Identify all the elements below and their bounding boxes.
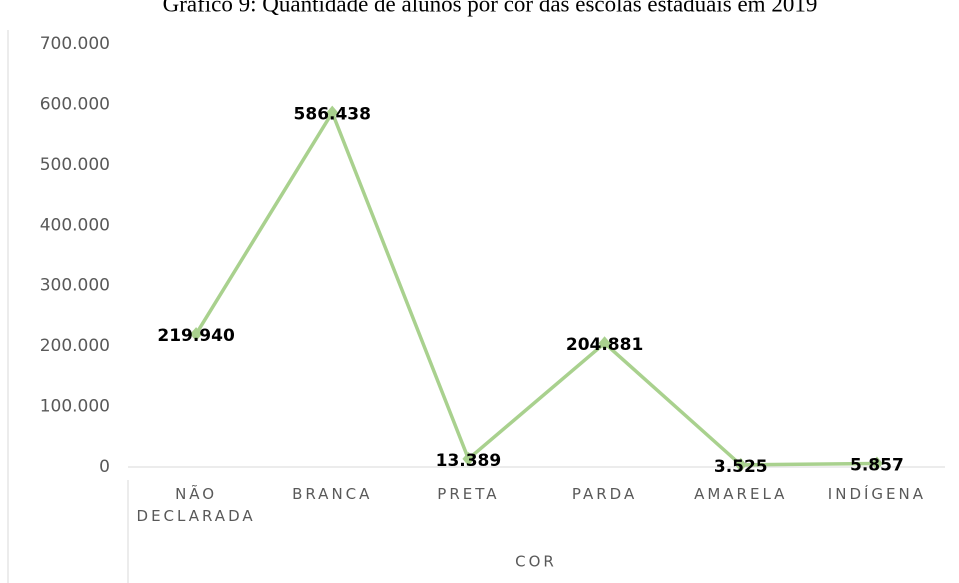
data-label: 5.857 <box>850 455 904 475</box>
y-tick-label: 0 <box>99 457 110 477</box>
marker <box>598 336 611 351</box>
data-label: 219.940 <box>157 326 235 346</box>
marker <box>326 105 339 120</box>
marker <box>190 327 203 342</box>
chart-title: Gráfico 9: Quantidade de alunos por cor … <box>163 0 818 16</box>
x-tick-label: INDÍGENA <box>827 485 926 503</box>
y-tick-label: 500.000 <box>40 155 110 175</box>
x-tick-label: BRANCA <box>292 485 373 503</box>
marker <box>870 456 883 471</box>
data-label: 13.389 <box>436 451 502 471</box>
marker <box>462 451 475 466</box>
data-label: 586.438 <box>294 105 371 125</box>
y-tick-label: 200.000 <box>40 336 110 356</box>
marker <box>734 457 747 472</box>
y-tick-label: 700.000 <box>40 34 110 54</box>
y-tick-label: 300.000 <box>40 276 110 296</box>
y-tick-label: 100.000 <box>40 397 110 417</box>
x-tick-label: PRETA <box>437 485 500 503</box>
x-axis-label: COR <box>515 553 557 571</box>
y-tick-label: 600.000 <box>40 94 110 114</box>
line <box>194 110 877 467</box>
data-label: 204.881 <box>566 335 643 355</box>
x-tick-label: NÃO DECLARADA <box>136 485 256 525</box>
data-label: 3.525 <box>714 457 768 477</box>
x-tick-label: AMARELA <box>694 485 788 503</box>
x-tick-label: PARDA <box>571 485 638 503</box>
y-tick-label: 400.000 <box>40 215 110 235</box>
